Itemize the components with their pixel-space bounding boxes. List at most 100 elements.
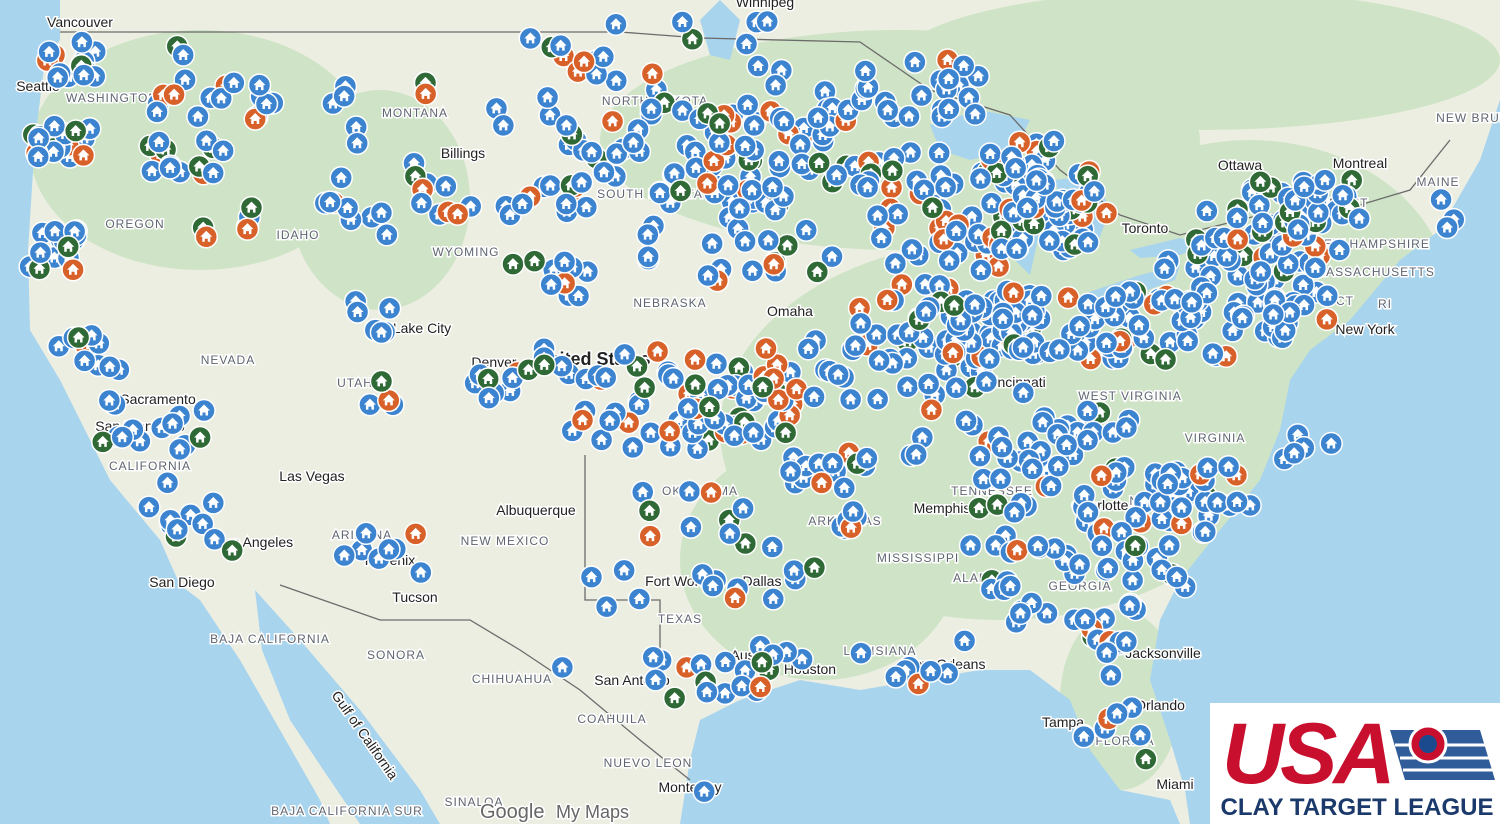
location-marker[interactable] [1225,490,1249,514]
location-marker[interactable] [750,375,775,399]
location-marker[interactable] [988,466,1013,491]
location-marker[interactable] [403,522,428,546]
location-marker[interactable] [377,296,402,320]
location-marker[interactable] [137,495,161,519]
location-marker[interactable] [740,258,765,283]
location-marker[interactable] [600,109,625,134]
location-marker[interactable] [158,156,182,180]
location-marker[interactable] [1327,238,1352,262]
location-marker[interactable] [1011,381,1036,405]
location-marker[interactable] [1153,347,1178,372]
location-marker[interactable] [643,668,668,692]
location-marker[interactable] [1230,306,1255,330]
location-marker[interactable] [1067,314,1092,338]
location-marker[interactable] [445,202,470,226]
location-marker[interactable] [767,149,791,173]
location-marker[interactable] [963,292,987,317]
location-marker[interactable] [345,300,370,324]
location-marker[interactable] [1114,629,1139,654]
location-marker[interactable] [554,192,579,216]
location-marker[interactable] [550,655,575,680]
location-marker[interactable] [944,375,968,400]
location-marker[interactable] [1089,464,1114,488]
location-marker[interactable] [194,225,219,249]
location-marker[interactable] [927,141,951,165]
location-marker[interactable] [98,354,122,379]
location-marker[interactable] [604,69,629,93]
location-marker[interactable] [554,113,579,138]
location-marker[interactable] [897,104,921,129]
location-marker[interactable] [855,446,879,470]
location-marker[interactable] [697,395,722,419]
location-marker[interactable] [539,272,563,297]
location-marker[interactable] [1193,520,1218,544]
location-marker[interactable] [832,476,857,500]
location-marker[interactable] [522,249,547,273]
location-marker[interactable] [572,49,596,74]
location-marker[interactable] [875,288,899,312]
location-marker[interactable] [1117,594,1142,618]
location-marker[interactable] [1165,565,1189,589]
location-marker[interactable] [1024,168,1049,193]
location-marker[interactable] [1250,211,1275,235]
location-marker[interactable] [958,533,983,558]
location-marker[interactable] [727,196,752,221]
location-marker[interactable] [612,342,637,367]
location-marker[interactable] [569,170,594,195]
location-marker[interactable] [668,179,693,203]
location-marker[interactable] [369,320,394,345]
location-marker[interactable] [1152,257,1177,281]
location-marker[interactable] [885,202,910,226]
location-marker[interactable] [855,175,880,200]
location-marker[interactable] [1042,129,1066,153]
location-marker[interactable] [1105,701,1129,726]
location-marker[interactable] [594,594,619,619]
location-marker[interactable] [648,181,672,205]
location-marker[interactable] [1011,335,1035,360]
location-marker[interactable] [756,228,781,253]
location-marker[interactable] [713,650,738,674]
location-marker[interactable] [645,339,670,364]
location-marker[interactable] [1127,313,1151,338]
location-marker[interactable] [1094,331,1119,355]
location-marker[interactable] [593,365,618,390]
location-marker[interactable] [1435,215,1459,240]
location-marker[interactable] [723,586,747,610]
location-marker[interactable] [1303,256,1328,280]
location-marker[interactable] [731,496,755,521]
location-marker[interactable] [1090,534,1114,558]
location-marker[interactable] [904,442,928,467]
location-marker[interactable] [1225,206,1249,230]
location-marker[interactable] [916,372,941,396]
location-marker[interactable] [636,245,660,269]
location-marker[interactable] [662,686,687,710]
location-marker[interactable] [1099,663,1123,688]
location-marker[interactable] [1128,723,1153,747]
location-marker[interactable] [1001,281,1026,305]
location-marker[interactable] [1076,230,1100,255]
location-marker[interactable] [72,63,96,87]
location-marker[interactable] [1261,302,1286,327]
location-marker[interactable] [954,409,978,433]
location-marker[interactable] [377,537,401,562]
location-marker[interactable] [843,333,868,358]
location-marker[interactable] [318,190,342,214]
location-marker[interactable] [1002,500,1027,525]
location-marker[interactable] [869,226,894,250]
location-marker[interactable] [750,650,774,675]
location-marker[interactable] [574,195,599,219]
location-marker[interactable] [201,161,225,185]
location-marker[interactable] [683,372,708,397]
location-marker[interactable] [699,480,723,505]
location-marker[interactable] [778,459,803,484]
location-marker[interactable] [332,543,357,568]
location-marker[interactable] [1008,601,1033,626]
location-marker[interactable] [1205,490,1230,515]
location-marker[interactable] [1003,156,1028,181]
location-marker[interactable] [1004,237,1029,261]
location-marker[interactable] [1094,201,1119,225]
location-marker[interactable] [369,200,394,225]
location-marker[interactable] [171,43,195,67]
location-marker[interactable] [802,555,827,580]
location-marker[interactable] [1195,455,1220,480]
